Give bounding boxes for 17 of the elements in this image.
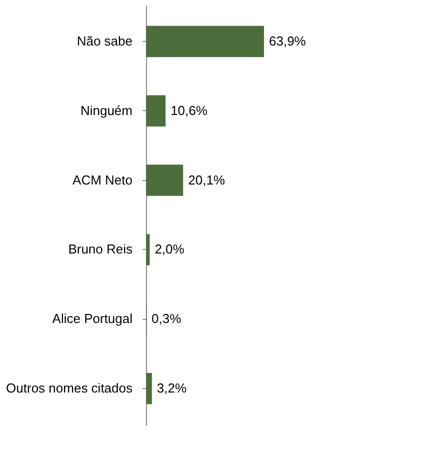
bar	[146, 234, 150, 266]
bar	[146, 164, 184, 196]
y-tick-label: Bruno Reis	[68, 242, 133, 257]
data-label: 10,6%	[170, 102, 208, 118]
y-tick-label: Outros nomes citados	[6, 380, 133, 396]
y-tick-label: Não sabe	[76, 33, 132, 48]
data-label: 0,3%	[152, 311, 182, 326]
bar	[146, 372, 152, 404]
y-tick-label: Alice Portugal	[52, 311, 133, 326]
y-tick-label: Ninguém	[80, 102, 132, 118]
data-label: 63,9%	[269, 33, 306, 48]
bar	[146, 95, 166, 126]
data-label: 3,2%	[156, 380, 187, 396]
data-label: 2,0%	[154, 242, 185, 257]
data-label: 20,1%	[188, 172, 226, 188]
y-tick-label: ACM Neto	[72, 172, 132, 188]
bar	[146, 26, 264, 58]
